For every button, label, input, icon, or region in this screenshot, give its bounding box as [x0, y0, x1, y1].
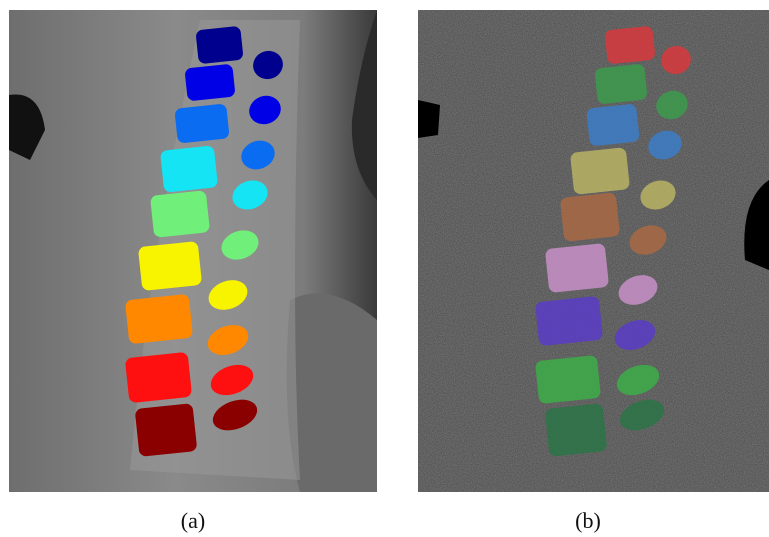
figure: (a) (b) [0, 0, 769, 537]
vertebral-body [184, 64, 235, 102]
vertebral-body [535, 296, 603, 346]
vertebral-body [570, 147, 630, 195]
soft-tissue [287, 293, 377, 492]
vertebral-body [545, 403, 608, 457]
vertebral-body [160, 145, 218, 192]
vertebral-body [535, 355, 601, 404]
vertebral-body [604, 26, 655, 65]
vertebral-body [594, 63, 647, 104]
vertebral-body [138, 241, 202, 291]
vertebral-body [545, 243, 609, 293]
vertebral-body [560, 192, 620, 242]
air-region [418, 100, 440, 138]
vertebral-body [150, 190, 210, 238]
vertebral-body [586, 103, 640, 146]
vertebral-body [125, 352, 192, 403]
vertebral-body [125, 294, 193, 344]
panel-label: (a) [181, 508, 205, 533]
vertebral-body [135, 403, 198, 457]
vertebral-body [174, 103, 229, 143]
vertebral-body [195, 26, 243, 65]
panel-label: (b) [575, 508, 601, 533]
